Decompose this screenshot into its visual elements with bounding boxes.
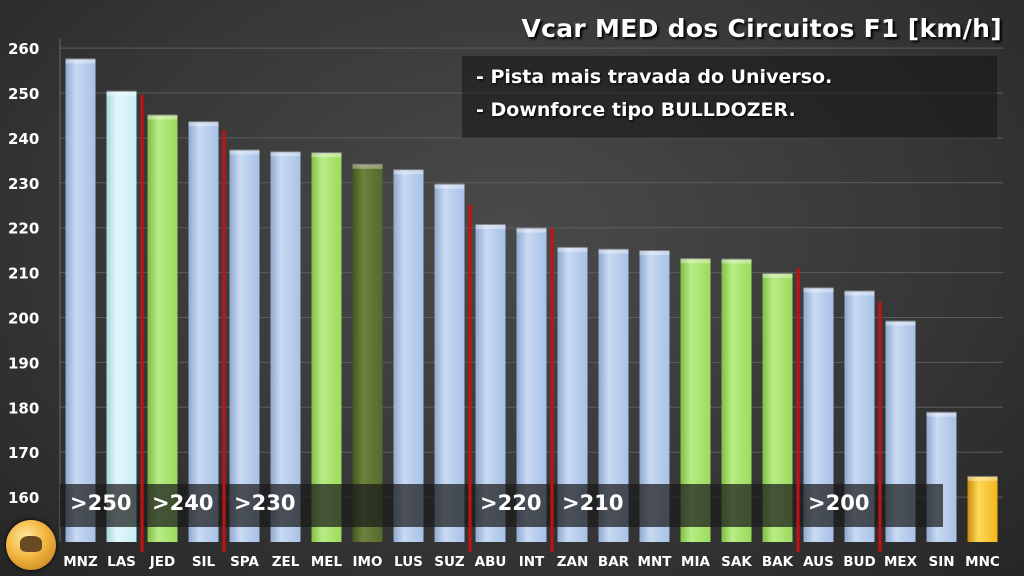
bar-cap (352, 163, 383, 169)
threshold-label: >220 (480, 491, 541, 515)
y-tick-label: 180 (8, 399, 39, 417)
y-tick-label: 200 (8, 310, 39, 328)
bar-cap (434, 183, 465, 189)
logo-emblem (20, 536, 42, 552)
x-tick-label: ZAN (557, 554, 589, 570)
bar-mel (311, 153, 342, 542)
y-tick-label: 190 (8, 354, 39, 372)
y-tick-label: 250 (8, 85, 39, 103)
bar-cap (147, 114, 178, 120)
x-tick-label: MNT (638, 554, 673, 570)
x-tick-label: BUD (843, 554, 875, 570)
bar-imo (352, 164, 383, 542)
y-tick-label: 170 (8, 444, 39, 462)
x-tick-label: ABU (475, 554, 507, 570)
bar-jed (147, 115, 178, 542)
x-tick-label: AUS (803, 554, 834, 570)
bar-cap (106, 90, 137, 96)
x-tick-label: MNC (965, 554, 1000, 570)
bar-cap (557, 246, 588, 252)
bar-cap (516, 227, 547, 233)
x-tick-label: SIL (192, 554, 216, 570)
bar-cap (680, 258, 711, 264)
annotation-line-2: - Downforce tipo BULLDOZER. (476, 99, 796, 121)
bar-cap (844, 290, 875, 296)
bar-las (106, 91, 137, 542)
x-tick-label: LUS (394, 554, 423, 570)
x-tick-label: INT (519, 554, 545, 570)
annotation-box: - Pista mais travada do Universo. - Down… (462, 56, 997, 138)
x-tick-label: MEX (884, 554, 918, 570)
bar-zel (270, 152, 301, 542)
bar-cap (65, 58, 96, 64)
bar-lus (393, 170, 424, 542)
bar-cap (393, 169, 424, 175)
bar-cap (926, 411, 957, 417)
bar-cap (721, 258, 752, 264)
chart-title: Vcar MED dos Circuitos F1 [km/h] (521, 14, 1002, 43)
y-tick-label: 160 (8, 489, 39, 507)
x-tick-label: ZEL (272, 554, 300, 570)
bar-cap (762, 272, 793, 278)
bar-sil (188, 122, 219, 542)
bar-cap (188, 121, 219, 127)
annotation-line-1: - Pista mais travada do Universo. (476, 66, 833, 88)
bar-cap (475, 224, 506, 230)
threshold-label: >250 (70, 491, 131, 515)
bar-cap (598, 248, 629, 254)
bar-cap (803, 287, 834, 293)
x-tick-label: BAK (762, 554, 794, 570)
y-tick-label: 260 (8, 40, 39, 58)
threshold-label: >200 (808, 491, 869, 515)
bar-mnc (967, 476, 998, 542)
threshold-label: >240 (152, 491, 213, 515)
x-tick-label: JED (149, 554, 175, 570)
bar-suz (434, 184, 465, 542)
x-tick-label: MIA (681, 554, 710, 570)
x-tick-label: MNZ (63, 554, 98, 570)
x-tick-label: BAR (598, 554, 630, 570)
bar-cap (967, 475, 998, 481)
x-tick-label: SUZ (434, 554, 465, 570)
x-tick-label: MEL (311, 554, 343, 570)
bar-cap (639, 250, 670, 256)
channel-logo (6, 520, 56, 570)
x-tick-label: IMO (353, 554, 383, 570)
threshold-band (60, 484, 943, 527)
bar-cap (311, 152, 342, 158)
x-tick-label: SAK (721, 554, 752, 570)
bar-mnz (65, 59, 96, 542)
y-tick-label: 210 (8, 265, 39, 283)
bar-spa (229, 150, 260, 543)
y-tick-label: 240 (8, 130, 39, 148)
bar-cap (270, 151, 301, 157)
y-tick-label: 230 (8, 175, 39, 193)
threshold-label: >230 (234, 491, 295, 515)
x-tick-label: SPA (230, 554, 259, 570)
y-tick-label: 220 (8, 220, 39, 238)
x-tick-label: LAS (107, 554, 136, 570)
bar-cap (885, 320, 916, 326)
x-tick-label: SIN (928, 554, 954, 570)
threshold-label: >210 (562, 491, 623, 515)
bar-cap (229, 149, 260, 155)
